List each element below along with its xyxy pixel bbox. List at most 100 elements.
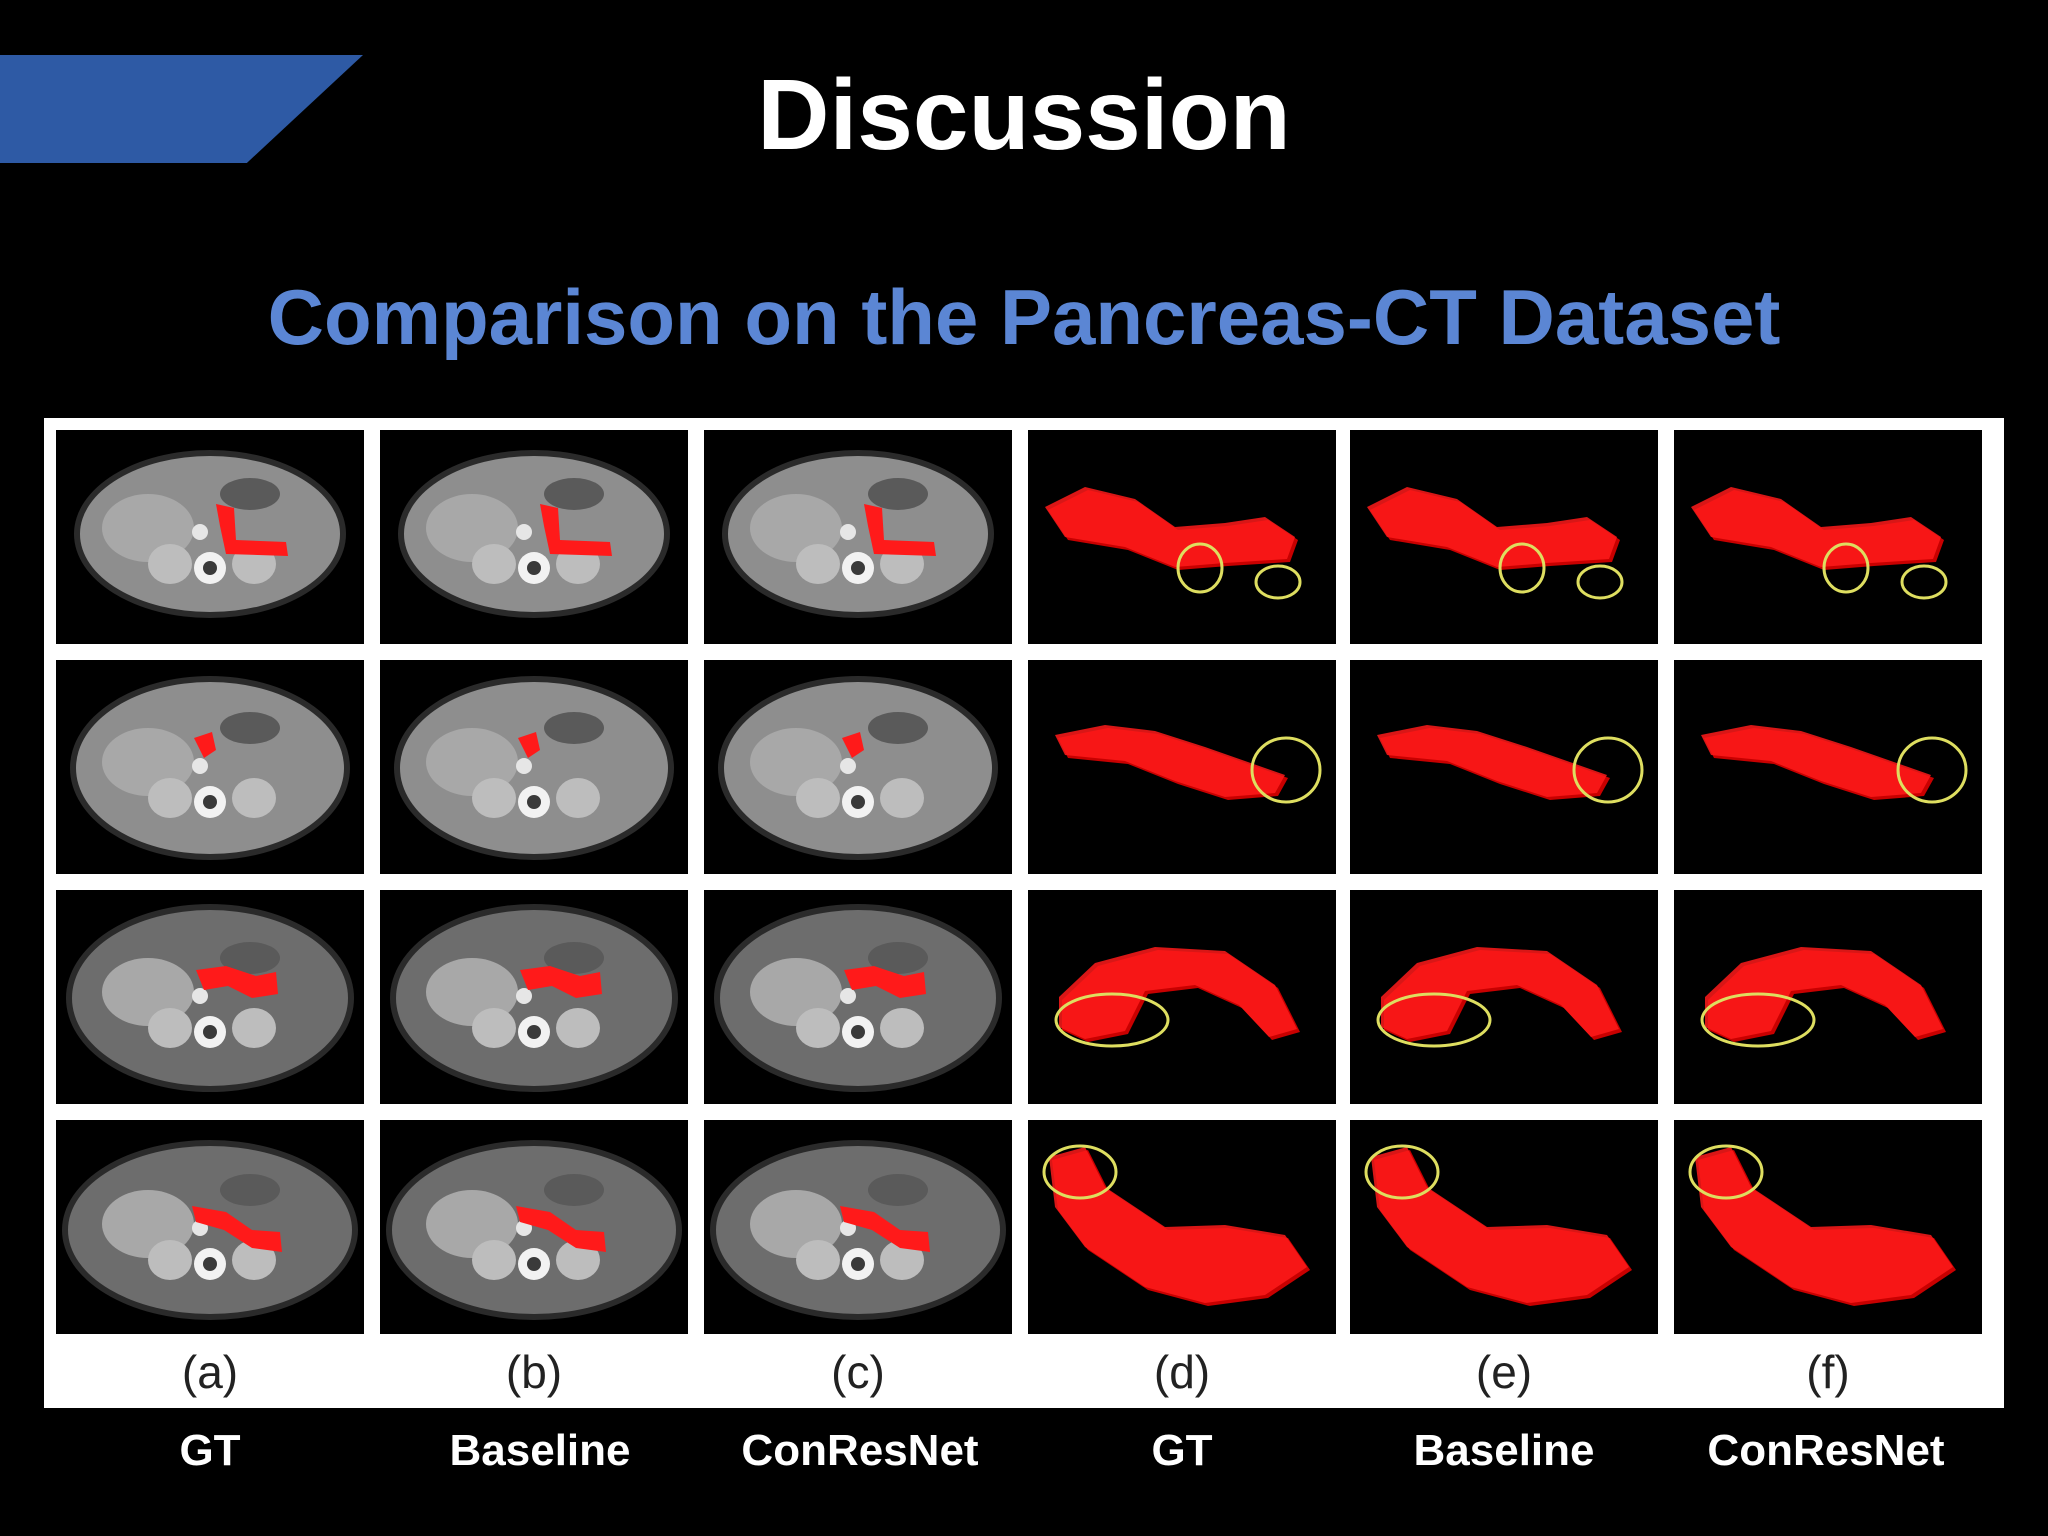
3d-pancreas-surface: [1695, 1147, 1956, 1306]
panel-label-b: (b): [505, 1346, 563, 1398]
ct-pancreas-segmentation: [840, 1206, 930, 1252]
ct-pancreas-segmentation: [842, 732, 864, 758]
highlight-circle: [1250, 736, 1322, 804]
highlight-circle: [1498, 542, 1546, 594]
ct-pancreas-segmentation: [516, 1206, 606, 1252]
ct-kidney-left: [796, 544, 840, 584]
ct-bowel: [868, 1174, 928, 1206]
ct-slice-conresnet-row-4: [704, 1120, 1012, 1334]
highlight-circle: [1822, 542, 1870, 594]
ct-slice-conresnet-row-1: [704, 430, 1012, 644]
ct-kidney-right: [556, 778, 600, 818]
3d-pancreas-surface: [1705, 947, 1946, 1042]
highlight-circle: [1176, 542, 1224, 594]
highlight-circle: [1900, 564, 1948, 600]
ct-slice-baseline-row-1: [380, 430, 688, 644]
ct-kidney-left: [472, 1008, 516, 1048]
ct-kidney-left: [472, 1240, 516, 1280]
ct-spinal-canal: [527, 1257, 541, 1271]
ct-spinal-canal: [527, 561, 541, 575]
ct-pancreas-segmentation: [216, 504, 288, 556]
ct-kidney-right: [880, 1240, 924, 1280]
ct-spinal-canal: [203, 1025, 217, 1039]
ct-aorta: [840, 524, 856, 540]
3d-pancreas-surface: [1049, 1147, 1310, 1306]
ct-aorta: [840, 758, 856, 774]
3d-pancreas-baseline-row-3: [1350, 890, 1658, 1104]
ct-aorta: [192, 758, 208, 774]
ct-bowel: [220, 1174, 280, 1206]
ct-bowel: [220, 942, 280, 974]
ct-kidney-left: [472, 778, 516, 818]
ct-bowel: [220, 478, 280, 510]
3d-pancreas-gt-row-2: [1028, 660, 1336, 874]
panel-label-e: (e): [1475, 1346, 1533, 1398]
ct-pancreas-segmentation: [196, 966, 278, 998]
comparison-figure: (a) (b) (c) (d) (e) (f): [44, 418, 2004, 1408]
ct-kidney-right: [232, 1240, 276, 1280]
ct-bowel: [220, 712, 280, 744]
ct-slice-gt-row-2: [56, 660, 364, 874]
ct-aorta: [516, 758, 532, 774]
ct-bowel: [544, 1174, 604, 1206]
ct-aorta: [192, 988, 208, 1004]
ct-pancreas-segmentation: [520, 966, 602, 998]
ct-spinal-canal: [527, 795, 541, 809]
ct-slice-gt-row-3: [56, 890, 364, 1104]
ct-slice-baseline-row-2: [380, 660, 688, 874]
method-label-gt-2d: GT: [179, 1426, 241, 1475]
3d-pancreas-surface: [1045, 487, 1298, 570]
highlight-circle: [1254, 564, 1302, 600]
highlight-circle: [1688, 1144, 1764, 1200]
ct-body: [392, 1146, 676, 1314]
3d-pancreas-conresnet-row-3: [1674, 890, 1982, 1104]
ct-aorta: [516, 524, 532, 540]
ct-kidney-right: [556, 1008, 600, 1048]
3d-pancreas-gt-row-4: [1028, 1120, 1336, 1334]
ct-kidney-left: [148, 1008, 192, 1048]
3d-pancreas-baseline-row-4: [1350, 1120, 1658, 1334]
ct-spinal-canal: [851, 1257, 865, 1271]
ct-spinal-canal: [527, 1025, 541, 1039]
ct-kidney-left: [472, 544, 516, 584]
ct-kidney-right: [232, 1008, 276, 1048]
ct-body: [716, 1146, 1000, 1314]
panel-label-a: (a): [181, 1346, 239, 1398]
ct-kidney-left: [148, 1240, 192, 1280]
3d-pancreas-conresnet-row-2: [1674, 660, 1982, 874]
3d-pancreas-conresnet-row-1: [1674, 430, 1982, 644]
ct-spinal-canal: [851, 795, 865, 809]
highlight-circle: [1700, 992, 1816, 1048]
highlight-circle: [1376, 992, 1492, 1048]
method-label-baseline-2d: Baseline: [449, 1426, 631, 1475]
method-label-baseline-3d: Baseline: [1413, 1426, 1595, 1475]
3d-pancreas-surface: [1367, 487, 1620, 570]
ct-kidney-right: [880, 778, 924, 818]
highlight-circle: [1364, 1144, 1440, 1200]
ct-bowel: [544, 942, 604, 974]
slide-title: Discussion: [757, 59, 1291, 171]
ct-spinal-canal: [203, 795, 217, 809]
ct-spinal-canal: [203, 561, 217, 575]
highlight-circle: [1054, 992, 1170, 1048]
3d-pancreas-surface: [1691, 487, 1944, 570]
method-label-gt-3d: GT: [1151, 1426, 1213, 1475]
ct-kidney-left: [796, 1240, 840, 1280]
ct-pancreas-segmentation: [540, 504, 612, 556]
ct-spinal-canal: [851, 1025, 865, 1039]
ct-aorta: [192, 524, 208, 540]
slide-subtitle: Comparison on the Pancreas-CT Dataset: [267, 273, 1781, 361]
3d-pancreas-surface: [1701, 725, 1934, 800]
method-label-conresnet-2d: ConResNet: [741, 1426, 979, 1475]
ct-slice-gt-row-1: [56, 430, 364, 644]
ct-pancreas-segmentation: [192, 1206, 282, 1252]
ct-kidney-left: [148, 544, 192, 584]
ct-kidney-right: [556, 1240, 600, 1280]
method-label-conresnet-3d: ConResNet: [1707, 1426, 1945, 1475]
ct-kidney-left: [148, 778, 192, 818]
3d-pancreas-baseline-row-2: [1350, 660, 1658, 874]
ct-slice-conresnet-row-3: [704, 890, 1012, 1104]
ct-kidney-left: [796, 1008, 840, 1048]
ct-kidney-right: [880, 1008, 924, 1048]
3d-pancreas-baseline-row-1: [1350, 430, 1658, 644]
